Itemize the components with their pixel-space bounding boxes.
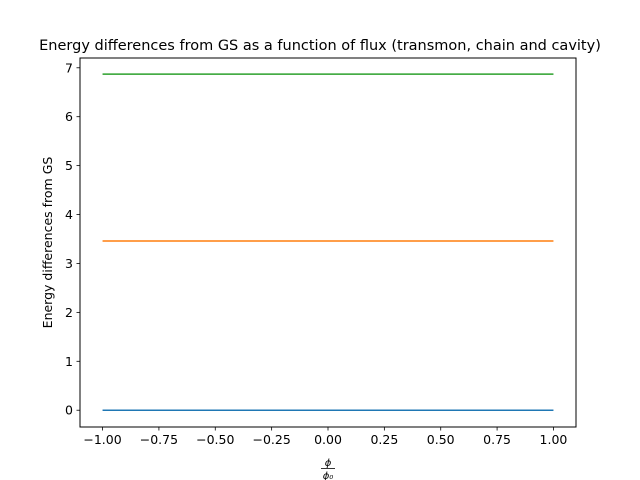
y-tick-label: 2: [65, 305, 73, 320]
y-tick-label: 5: [65, 158, 73, 173]
x-axis-label: ϕ ϕ₀: [321, 458, 335, 480]
axes-frame: [79, 57, 577, 428]
x-tick-label: −1.00: [83, 432, 121, 447]
y-tick-label: 3: [65, 256, 73, 271]
y-tick-label: 4: [65, 207, 73, 222]
x-tick-label: 0.25: [370, 432, 398, 447]
plot-area: [102, 73, 554, 411]
x-axis-label-denominator: ϕ₀: [323, 471, 334, 480]
x-tick-label: 0.75: [483, 432, 511, 447]
x-tick-label: 1.00: [540, 432, 568, 447]
y-tick-label: 0: [65, 403, 73, 418]
chart-title: Energy differences from GS as a function…: [39, 38, 601, 54]
y-tick-label: 1: [65, 354, 73, 369]
x-tick-label: 0.00: [314, 432, 342, 447]
x-tick-label: −0.50: [196, 432, 234, 447]
x-tick-label: 0.50: [427, 432, 455, 447]
y-tick-label: 7: [65, 60, 73, 75]
x-axis-label-numerator: ϕ: [325, 458, 332, 469]
x-tick-label: −0.75: [140, 432, 178, 447]
y-tick-label: 6: [65, 109, 73, 124]
x-tick-label: −0.25: [252, 432, 290, 447]
y-axis-label: Energy differences from GS: [40, 157, 55, 329]
